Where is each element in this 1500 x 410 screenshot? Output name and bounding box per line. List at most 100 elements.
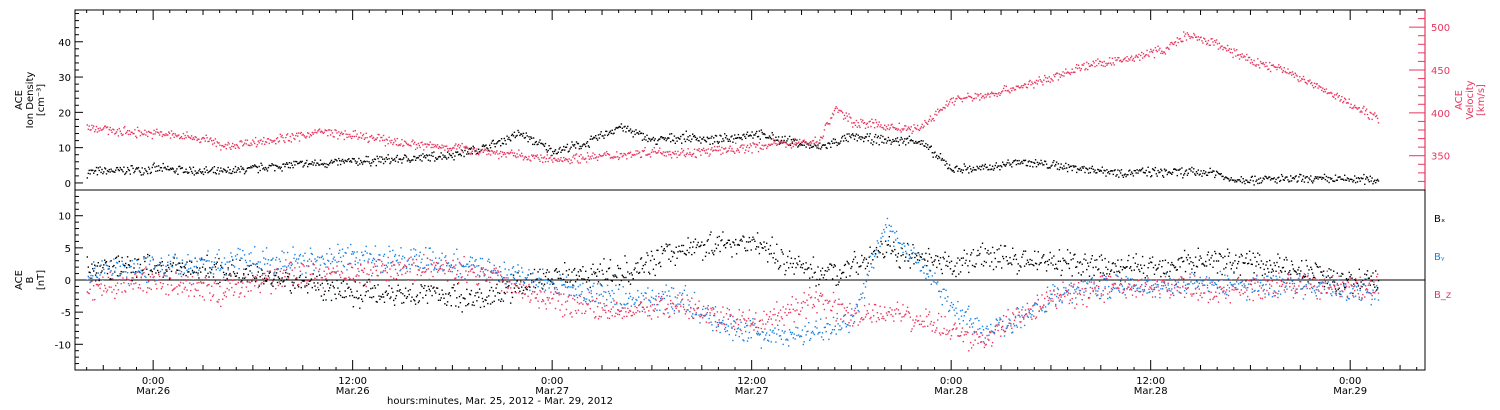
bottom-series-1-point bbox=[470, 264, 473, 266]
bottom-series-0-point bbox=[942, 256, 944, 258]
bottom-series-1-point bbox=[299, 253, 302, 256]
bottom-series-0-point bbox=[745, 241, 748, 243]
top-series-0-point bbox=[1074, 165, 1076, 167]
bottom-series-0-point bbox=[478, 288, 481, 290]
bottom-series-0-point bbox=[200, 271, 202, 273]
top-series-1-point bbox=[442, 146, 444, 149]
top-series-1-point bbox=[468, 152, 471, 155]
bottom-series-0-point bbox=[970, 252, 973, 254]
top-series-1-point bbox=[1231, 52, 1233, 54]
bottom-series-0-point bbox=[1032, 264, 1034, 266]
bottom-series-0-point bbox=[1341, 272, 1343, 275]
bottom-series-1-point bbox=[595, 300, 597, 303]
top-series-0-point bbox=[821, 144, 824, 146]
bottom-series-0-point bbox=[1096, 259, 1098, 261]
bottom-series-0-point bbox=[418, 300, 420, 302]
bottom-series-0-point bbox=[190, 261, 193, 263]
top-series-0-point bbox=[627, 125, 629, 128]
bottom-series-0-point bbox=[481, 297, 484, 300]
top-series-0-point bbox=[1182, 177, 1184, 179]
top-series-0-point bbox=[955, 166, 957, 168]
top-series-1-point bbox=[338, 131, 340, 133]
top-series-0-point bbox=[1042, 164, 1044, 166]
top-series-1-point bbox=[539, 160, 541, 162]
top-series-0-point bbox=[749, 134, 751, 136]
top-series-1-point bbox=[558, 160, 560, 162]
bottom-series-0-point bbox=[1213, 260, 1215, 262]
top-series-0-point bbox=[689, 135, 691, 137]
top-series-1-point bbox=[264, 143, 266, 145]
bottom-series-0-point bbox=[412, 283, 414, 285]
bottom-series-1-point bbox=[448, 265, 451, 267]
top-series-1-point bbox=[349, 133, 351, 136]
top-series-1-point bbox=[1268, 68, 1270, 70]
top-series-0-point bbox=[785, 141, 787, 144]
bottom-series-0-point bbox=[349, 295, 351, 297]
top-series-0-point bbox=[370, 165, 372, 167]
top-series-0-point bbox=[767, 137, 770, 139]
bottom-series-1-point bbox=[604, 305, 606, 307]
bottom-series-0-point bbox=[469, 293, 472, 296]
bottom-series-1-point bbox=[354, 263, 356, 266]
top-series-0-point bbox=[128, 169, 131, 172]
top-series-1-point bbox=[1091, 64, 1093, 67]
top-series-0-point bbox=[915, 140, 917, 143]
top-series-0-point bbox=[1090, 167, 1093, 170]
top-series-0-point bbox=[1196, 172, 1199, 175]
top-series-1-point bbox=[364, 137, 366, 139]
bottom-series-1-point bbox=[122, 263, 124, 265]
bottom-series-0-point bbox=[1186, 259, 1189, 261]
bottom-series-1-point bbox=[628, 292, 631, 295]
top-series-1-point bbox=[220, 149, 222, 151]
bottom-series-0-point bbox=[991, 261, 993, 263]
top-series-1-point bbox=[945, 104, 947, 106]
top-series-0-point bbox=[553, 150, 556, 152]
top-series-0-point bbox=[1158, 171, 1160, 174]
top-series-1-point bbox=[162, 133, 164, 136]
bottom-series-0-point bbox=[1330, 269, 1332, 271]
top-series-0-point bbox=[504, 139, 506, 142]
bottom-series-1-point bbox=[517, 264, 519, 266]
bottom-series-1-point bbox=[104, 262, 107, 265]
top-series-1-point bbox=[452, 146, 454, 149]
top-series-1-point bbox=[928, 118, 931, 121]
bottom-series-0-point bbox=[941, 272, 943, 275]
top-series-1-point bbox=[1225, 47, 1227, 50]
bottom-series-1-point bbox=[351, 251, 354, 253]
bottom-series-0-point bbox=[199, 267, 201, 269]
top-series-1-point bbox=[809, 141, 812, 143]
bottom-series-0-point bbox=[550, 280, 552, 283]
bottom-series-0-point bbox=[147, 273, 150, 276]
top-series-1-point bbox=[382, 139, 384, 142]
top-series-0-point bbox=[854, 135, 857, 137]
bottom-series-0-point bbox=[1367, 277, 1370, 279]
top-series-0-point bbox=[441, 158, 443, 160]
top-series-1-point bbox=[320, 130, 323, 132]
top-series-0-point bbox=[1317, 178, 1319, 180]
top-series-0-point bbox=[471, 153, 473, 155]
bottom-series-0-point bbox=[570, 279, 572, 281]
top-series-1-point bbox=[594, 153, 596, 156]
top-series-1-point bbox=[152, 133, 154, 135]
bottom-series-0-point bbox=[585, 281, 588, 283]
top-series-0-point bbox=[1227, 178, 1230, 180]
bottom-series-0-point bbox=[1118, 270, 1120, 272]
top-series-1-point bbox=[383, 139, 386, 141]
top-series-0-point bbox=[424, 155, 426, 157]
bottom-series-1-point bbox=[480, 267, 483, 269]
top-series-0-point bbox=[1191, 166, 1193, 169]
bottom-series-1-point bbox=[309, 247, 312, 249]
top-series-1-point bbox=[1254, 64, 1256, 66]
top-series-1-point bbox=[1243, 55, 1245, 57]
bottom-series-0-point bbox=[544, 275, 547, 278]
bottom-series-0-point bbox=[376, 301, 378, 303]
bottom-series-1-point bbox=[623, 303, 625, 305]
top-series-0-point bbox=[1054, 165, 1056, 167]
density-tick-label: 30 bbox=[58, 73, 71, 84]
bottom-series-0-point bbox=[1242, 262, 1244, 264]
bottom-series-0-point bbox=[1299, 273, 1301, 275]
bottom-series-0-point bbox=[636, 271, 638, 273]
bottom-series-0-point bbox=[811, 276, 814, 278]
top-series-0-point bbox=[449, 154, 452, 157]
top-series-0-point bbox=[839, 142, 841, 144]
